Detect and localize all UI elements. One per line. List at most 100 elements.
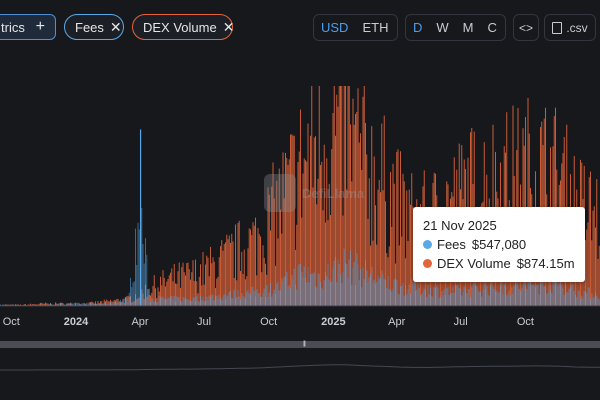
dex-volume-bar: [280, 209, 281, 306]
dex-volume-bar: [196, 281, 198, 306]
fees-bar: [446, 288, 448, 306]
dex-volume-bar: [155, 288, 156, 306]
dex-volume-bar: [408, 189, 410, 306]
dex-volume-bar: [250, 229, 251, 306]
fees-bar: [55, 304, 56, 306]
dex-volume-bar: [42, 303, 44, 306]
dex-volume-bar: [336, 94, 338, 306]
dex-volume-bar: [406, 190, 408, 306]
fees-bar: [473, 282, 475, 306]
dex-volume-bar: [252, 222, 254, 306]
dex-volume-bar: [183, 272, 185, 306]
dex-volume-bar: [216, 278, 218, 306]
fees-bar: [361, 287, 363, 306]
dex-volume-bar: [567, 261, 569, 306]
fees-bar: [585, 291, 586, 306]
fees-bar: [287, 286, 289, 306]
dex-volume-chip[interactable]: DEX Volume ✕: [132, 14, 235, 40]
fees-bar: [285, 276, 286, 306]
fees-bar: [432, 297, 434, 306]
dex-volume-bar: [95, 301, 96, 306]
fees-bar: [2, 304, 4, 306]
dex-volume-bar: [597, 258, 599, 306]
fees-bar: [133, 281, 135, 306]
fees-bar: [112, 303, 114, 306]
range-brush-track[interactable]: [0, 341, 600, 348]
fees-bar: [520, 290, 521, 306]
fees-bar: [98, 303, 100, 306]
dex-volume-bar: [386, 253, 388, 306]
fees-bar: [553, 276, 555, 306]
dex-volume-bar: [341, 86, 343, 306]
fees-bar: [81, 303, 83, 306]
fees-bar: [195, 301, 196, 306]
dex-volume-bar: [40, 302, 41, 306]
fees-bar: [107, 304, 109, 306]
granularity-monthly-button[interactable]: M: [462, 20, 474, 35]
fees-bar: [160, 297, 161, 306]
dex-volume-bar: [202, 252, 204, 306]
fees-bar: [363, 278, 365, 306]
fees-bar: [382, 274, 384, 306]
fees-chip[interactable]: Fees ✕: [64, 14, 124, 40]
fees-bar: [460, 288, 461, 306]
fees-bar: [490, 284, 491, 306]
fees-bar: [5, 304, 6, 306]
fees-bar: [528, 279, 530, 306]
currency-usd-button[interactable]: USD: [321, 20, 349, 35]
dex-volume-bar: [357, 88, 359, 306]
fees-bar: [572, 284, 574, 306]
range-brush-handle[interactable]: |||: [303, 341, 306, 347]
dex-volume-bar: [226, 234, 228, 306]
dex-volume-bar: [220, 246, 221, 306]
embed-button[interactable]: <>: [513, 14, 539, 41]
fees-bar: [327, 264, 329, 306]
close-icon[interactable]: ✕: [222, 19, 235, 35]
fees-bar: [461, 295, 463, 306]
dex-volume-bar: [362, 96, 364, 306]
fees-bar: [408, 284, 410, 306]
dex-volume-bar: [278, 168, 280, 306]
add-metrics-button[interactable]: trics +: [0, 14, 56, 40]
dex-volume-bar: [321, 161, 323, 306]
download-csv-button[interactable]: .csv: [544, 14, 596, 41]
fees-bar: [145, 238, 146, 306]
dex-volume-bar: [400, 151, 401, 306]
granularity-weekly-button[interactable]: W: [436, 20, 449, 35]
fees-bar: [366, 270, 368, 306]
fees-bar: [215, 295, 216, 306]
fees-bar: [240, 299, 241, 306]
dex-volume-bar: [160, 276, 161, 306]
fees-bar: [551, 293, 553, 306]
dex-volume-bar: [310, 135, 311, 306]
granularity-daily-button[interactable]: D: [413, 20, 423, 35]
fees-bar: [322, 289, 324, 306]
fees-bar: [173, 295, 175, 306]
currency-eth-button[interactable]: ETH: [362, 20, 389, 35]
dex-volume-bar: [358, 142, 360, 306]
fees-bar: [392, 288, 394, 306]
fees-bar: [352, 267, 354, 306]
granularity-cumulative-button[interactable]: C: [487, 20, 497, 35]
fees-bar: [378, 278, 380, 306]
fees-bar: [525, 285, 526, 306]
fees-bar: [482, 289, 484, 306]
fees-bar: [86, 302, 88, 306]
close-icon[interactable]: ✕: [109, 19, 122, 35]
fees-bar: [218, 294, 220, 306]
dex-volume-bar: [347, 86, 349, 306]
dex-volume-bar: [405, 258, 406, 306]
fees-bar: [556, 280, 558, 306]
fees-bar: [123, 298, 125, 306]
fees-bar: [231, 298, 233, 306]
fees-bar: [56, 304, 58, 306]
fees-bar: [463, 286, 465, 306]
dex-volume-bar: [287, 164, 289, 306]
dex-volume-bar: [352, 98, 354, 306]
fees-bar: [286, 272, 288, 306]
watermark: DefiLlama: [264, 174, 364, 212]
fees-bar: [550, 289, 551, 306]
fees-bar: [47, 304, 49, 306]
fees-bar: [522, 283, 524, 306]
fees-bar: [297, 266, 299, 306]
